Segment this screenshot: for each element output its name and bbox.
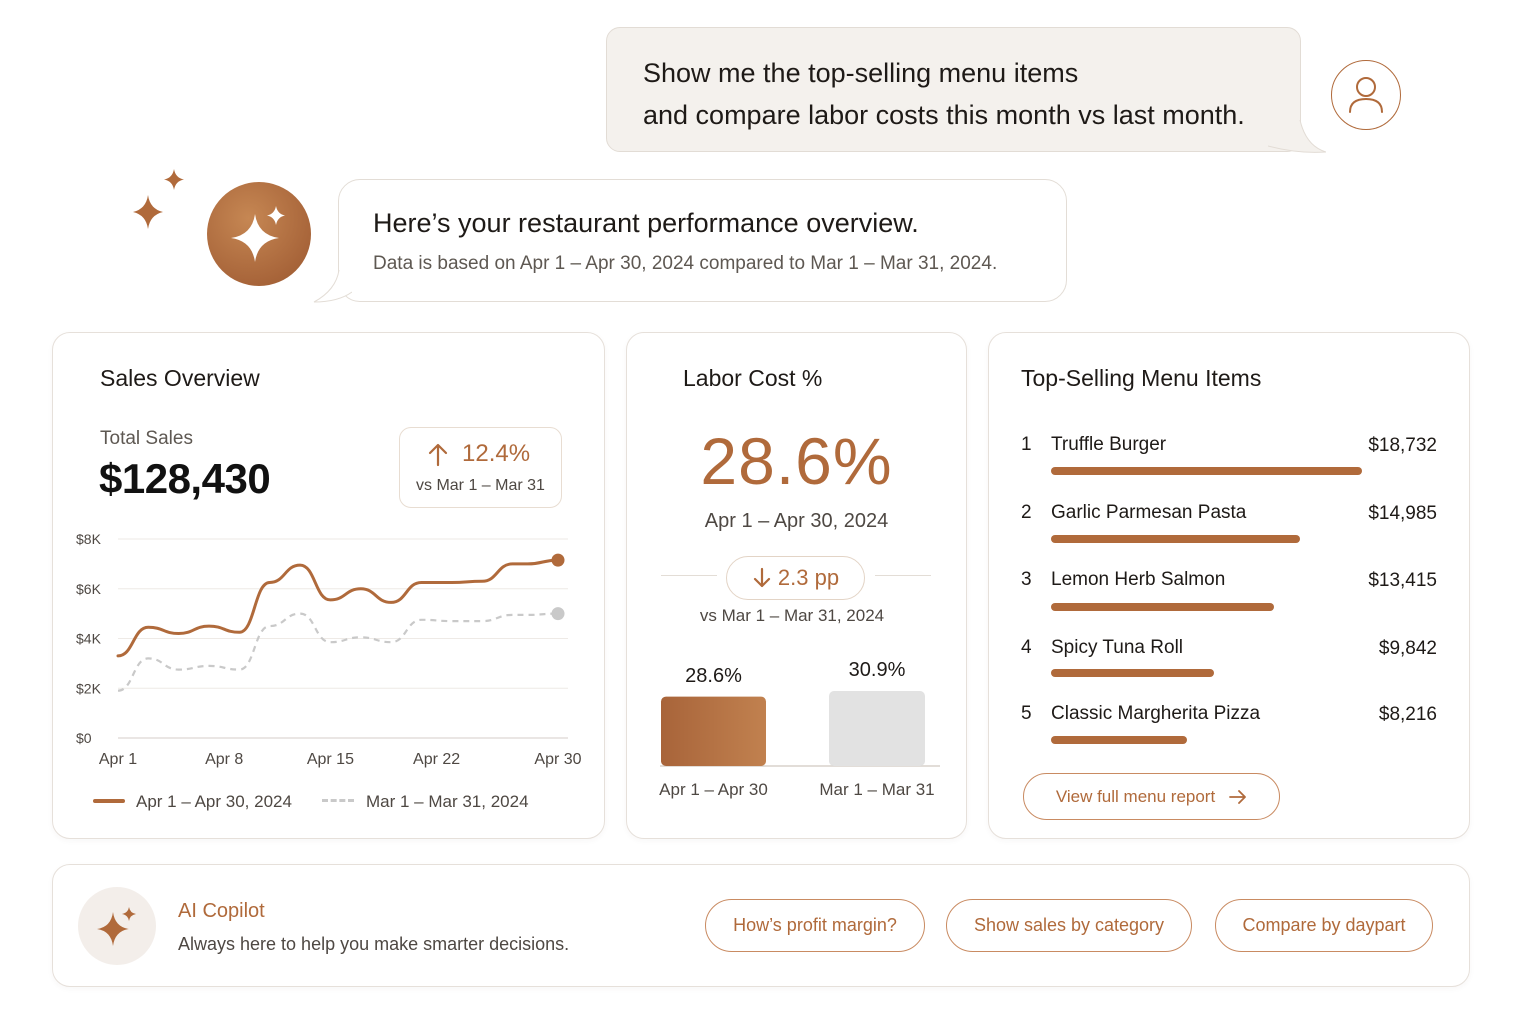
bar-period-label-prior: Mar 1 – Mar 31 <box>819 780 935 799</box>
user-icon <box>1349 77 1383 113</box>
divider-left <box>661 575 717 576</box>
item-sales-bar <box>1051 603 1274 611</box>
y-tick-label: $6K <box>76 581 102 597</box>
item-name: Classic Margherita Pizza <box>1051 703 1261 724</box>
assistant-message-bubble: Here’s your restaurant performance overv… <box>338 179 1067 302</box>
item-rank: 3 <box>1021 569 1032 590</box>
bar-current <box>661 696 766 766</box>
sparkle-decoration-icon <box>133 169 184 229</box>
y-tick-label: $0 <box>76 730 92 746</box>
x-tick-label: Apr 22 <box>413 751 460 768</box>
labor-cost-title: Labor Cost % <box>683 365 823 391</box>
item-sales-value: $14,985 <box>1368 503 1437 524</box>
series-end-point-prior <box>551 607 565 621</box>
series-line-current <box>116 558 560 658</box>
sales-overview-card <box>52 332 605 839</box>
bar-value-label-current: 28.6% <box>685 664 742 687</box>
view-full-menu-report-button[interactable]: View full menu report <box>1023 773 1280 820</box>
copilot-avatar <box>78 887 156 965</box>
view-full-menu-report-label: View full menu report <box>1055 786 1216 806</box>
sparkle-icon <box>231 206 285 262</box>
item-name: Lemon Herb Salmon <box>1051 569 1226 590</box>
item-sales-value: $13,415 <box>1368 570 1437 591</box>
sales-line-chart: $8K $6K $4K $2K $0 Apr 1 Apr 8 Apr 15 Apr 22 Apr… <box>76 531 582 768</box>
item-name: Spicy Tuna Roll <box>1051 637 1184 658</box>
sales-change-value: 12.4% <box>462 440 531 467</box>
suggestion-profit-margin[interactable]: How’s profit margin? <box>705 899 925 952</box>
copilot-subtitle: Always here to help you make smarter dec… <box>178 934 570 954</box>
user-message-line-2: and compare labor costs this month vs la… <box>643 100 1245 130</box>
legend-swatch-current <box>93 799 125 803</box>
item-sales-bar <box>1051 535 1300 543</box>
copilot-title: AI Copilot <box>178 900 265 922</box>
arrow-up-icon <box>428 443 448 467</box>
total-sales-label: Total Sales <box>100 428 193 449</box>
suggestion-sales-by-category[interactable]: Show sales by category <box>946 899 1192 952</box>
item-rank: 4 <box>1021 637 1032 658</box>
item-sales-value: $18,732 <box>1368 435 1437 456</box>
item-name: Truffle Burger <box>1051 434 1167 455</box>
item-sales-bar <box>1051 467 1362 475</box>
item-sales-value: $9,842 <box>1378 638 1437 659</box>
divider-right <box>875 575 931 576</box>
top-selling-items-title: Top-Selling Menu Items <box>1021 365 1262 391</box>
sales-change-badge <box>399 427 562 508</box>
item-sales-bar <box>1051 669 1214 677</box>
y-tick-label: $4K <box>76 631 102 647</box>
item-rank: 1 <box>1021 434 1032 455</box>
series-end-point-current <box>551 553 565 567</box>
legend-label-current: Apr 1 – Apr 30, 2024 <box>136 792 292 811</box>
user-message-line-1: Show me the top-selling menu items <box>643 58 1079 88</box>
y-tick-label: $8K <box>76 531 102 547</box>
top-selling-items-card <box>988 332 1470 839</box>
item-sales-value: $8,216 <box>1378 704 1437 725</box>
x-tick-label: Apr 8 <box>205 751 243 768</box>
bar-period-label-current: Apr 1 – Apr 30 <box>659 780 768 799</box>
user-avatar[interactable] <box>1331 60 1401 130</box>
labor-cost-value: 28.6% <box>700 424 893 498</box>
labor-change-compare: vs Mar 1 – Mar 31, 2024 <box>699 606 885 625</box>
assistant-message-subtitle: Data is based on Apr 1 – Apr 30, 2024 co… <box>373 253 998 274</box>
labor-cost-period: Apr 1 – Apr 30, 2024 <box>704 510 889 532</box>
item-rank: 5 <box>1021 703 1032 724</box>
sales-change-compare: vs Mar 1 – Mar 31 <box>416 477 545 494</box>
total-sales-value: $128,430 <box>99 455 271 502</box>
sales-overview-title: Sales Overview <box>100 365 260 391</box>
series-line-prior <box>117 612 559 692</box>
bar-prior <box>829 691 925 766</box>
item-sales-bar <box>1051 736 1187 744</box>
legend-label-prior: Mar 1 – Mar 31, 2024 <box>366 792 529 811</box>
x-tick-label: Apr 15 <box>307 751 354 768</box>
x-tick-label: Apr 1 <box>99 751 137 768</box>
labor-change-badge: 2.3 pp <box>726 556 865 600</box>
item-rank: 2 <box>1021 502 1032 523</box>
item-name: Garlic Parmesan Pasta <box>1051 502 1247 523</box>
assistant-avatar <box>207 182 311 286</box>
assistant-bubble-tail <box>313 270 352 303</box>
user-message-bubble: Show me the top-selling menu items and c… <box>606 27 1301 152</box>
suggestion-compare-by-daypart[interactable]: Compare by daypart <box>1215 899 1433 952</box>
labor-bar-chart <box>660 691 940 767</box>
user-bubble-tail <box>1268 120 1326 153</box>
x-tick-label: Apr 30 <box>534 751 581 768</box>
bar-value-label-prior: 30.9% <box>848 659 906 681</box>
legend-swatch-prior <box>322 799 354 802</box>
labor-change-value: 2.3 pp <box>777 565 840 590</box>
y-tick-label: $2K <box>76 680 102 696</box>
assistant-message-title: Here’s your restaurant performance overv… <box>373 208 919 238</box>
arrow-down-icon <box>753 567 771 588</box>
sparkle-icon <box>97 907 136 946</box>
arrow-right-icon <box>1229 789 1247 804</box>
